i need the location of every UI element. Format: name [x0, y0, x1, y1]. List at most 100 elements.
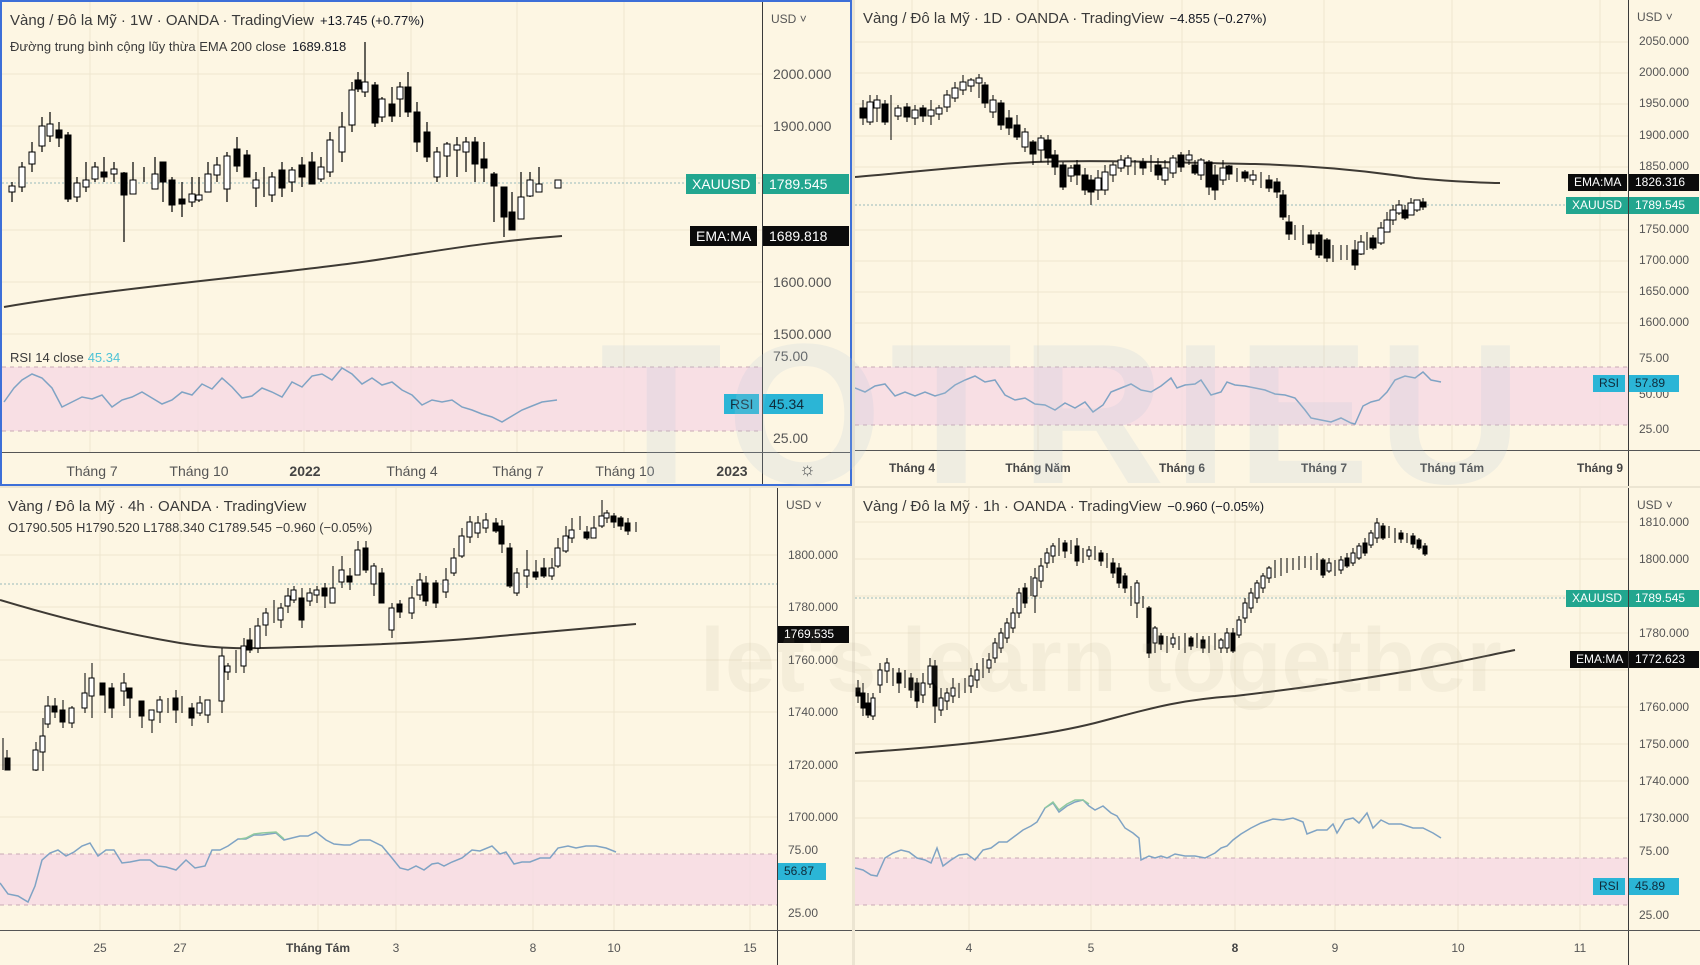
- time-label: 10: [607, 941, 621, 955]
- rsi-value-tag: 45.34: [763, 394, 823, 414]
- price-tick: 1650.000: [1639, 284, 1690, 298]
- chart-title: Vàng / Đô la Mỹ · 1D · OANDA · TradingVi…: [863, 10, 1267, 27]
- rsi-tag: RSI: [1593, 878, 1626, 895]
- rsi-legend-text: RSI 14 close: [10, 350, 84, 365]
- rsi-tick: 75.00: [788, 843, 819, 857]
- rsi-value-tag: 56.87: [778, 863, 826, 880]
- time-axis[interactable]: Tháng 7 Tháng 10 2022 Tháng 4 Tháng 7 Th…: [2, 452, 850, 484]
- axis-divider: [1628, 931, 1629, 965]
- ema-legend-text: Đường trung bình cộng lũy thừa EMA 200 c…: [10, 39, 286, 54]
- last-price-tag: 1789.545: [763, 174, 849, 194]
- time-label: Tháng Tám: [285, 941, 351, 955]
- price-axis[interactable]: USD ˅ 1800.000 1780.000 1760.000 1740.00…: [777, 488, 852, 965]
- time-label: Tháng 6: [1158, 461, 1206, 475]
- ema-price-tag: 1772.623: [1629, 651, 1699, 668]
- time-label: 2022: [289, 463, 321, 479]
- pane-divider-vertical[interactable]: [852, 0, 855, 965]
- currency-selector[interactable]: USD ˅: [1637, 10, 1673, 24]
- chart-pane-4h[interactable]: Vàng / Đô la Mỹ · 4h · OANDA · TradingVi…: [0, 488, 852, 965]
- time-label: 3: [392, 941, 400, 955]
- h4-plot[interactable]: [0, 488, 777, 930]
- title-text: Vàng / Đô la Mỹ · 1W · OANDA · TradingVi…: [10, 12, 314, 29]
- rsi-tick: 75.00: [1639, 844, 1670, 858]
- axis-divider: [762, 453, 763, 484]
- time-label: Tháng 4: [386, 463, 438, 479]
- ema-legend-value: 1689.818: [291, 39, 347, 54]
- chart-pane-1h[interactable]: Vàng / Đô la Mỹ · 1h · OANDA · TradingVi…: [855, 488, 1700, 965]
- price-tick: 2000.000: [773, 66, 832, 82]
- price-tick: 1850.000: [1639, 159, 1690, 173]
- price-tick: 1760.000: [788, 653, 839, 667]
- time-label: 9: [1331, 941, 1339, 955]
- price-tick: 1700.000: [788, 810, 839, 824]
- price-change: +13.745 (+0.77%): [320, 13, 425, 28]
- time-label: Tháng Năm: [1005, 461, 1071, 475]
- price-axis[interactable]: USD ˅ 2000.000 1900.000 1600.000 1500.00…: [762, 2, 850, 484]
- currency-selector[interactable]: USD ˅: [771, 12, 807, 26]
- rsi-legend[interactable]: RSI 14 close 45.34: [10, 350, 120, 365]
- time-label: Tháng 4: [888, 461, 936, 475]
- chart-title: Vàng / Đô la Mỹ · 1W · OANDA · TradingVi…: [10, 12, 424, 29]
- rsi-tick: 25.00: [788, 906, 819, 920]
- ema-legend[interactable]: Đường trung bình cộng lũy thừa EMA 200 c…: [10, 39, 346, 54]
- price-tick: 1900.000: [1639, 128, 1690, 142]
- chart-pane-weekly[interactable]: Vàng / Đô la Mỹ · 1W · OANDA · TradingVi…: [0, 0, 852, 486]
- time-label: 25: [93, 941, 107, 955]
- time-label: Tháng 9: [1576, 461, 1624, 475]
- time-label: Tháng 10: [595, 463, 655, 479]
- chart-title: Vàng / Đô la Mỹ · 4h · OANDA · TradingVi…: [8, 498, 306, 515]
- chevron-down-icon: ˅: [799, 12, 807, 26]
- price-tick: 1500.000: [773, 326, 832, 342]
- time-label: 5: [1087, 941, 1095, 955]
- price-tick: 1780.000: [788, 600, 839, 614]
- rsi-value-tag: 57.89: [1629, 375, 1679, 392]
- axis-divider: [1628, 451, 1629, 486]
- price-change: −0.960 (−0.05%): [1167, 499, 1265, 514]
- time-label: 11: [1573, 941, 1587, 955]
- h1-plot[interactable]: [855, 488, 1628, 930]
- price-axis[interactable]: USD ˅ 1810.000 1800.000 1780.000 1760.00…: [1628, 488, 1700, 965]
- time-axis[interactable]: 25 27 Tháng Tám 3 8 10 15: [0, 930, 852, 965]
- price-tick: 1810.000: [1639, 515, 1690, 529]
- currency-selector[interactable]: USD ˅: [1637, 498, 1673, 512]
- ema-tag: EMA:MA: [1568, 174, 1628, 191]
- gear-icon[interactable]: ☼: [799, 459, 816, 479]
- ohlc-legend: O1790.505 H1790.520 L1788.340 C1789.545 …: [8, 520, 372, 535]
- time-label: 8: [1231, 941, 1239, 955]
- ema-tag: EMA:MA: [1570, 651, 1630, 668]
- daily-plot[interactable]: [855, 0, 1628, 450]
- ema-price-tag: 1689.818: [763, 226, 849, 246]
- time-label: 4: [965, 941, 973, 955]
- rsi-tag: RSI: [724, 394, 760, 414]
- price-tick: 1600.000: [773, 274, 832, 290]
- price-tick: 1700.000: [1639, 253, 1690, 267]
- chart-pane-daily[interactable]: Vàng / Đô la Mỹ · 1D · OANDA · TradingVi…: [855, 0, 1700, 486]
- time-label: Tháng 7: [492, 463, 544, 479]
- currency-selector[interactable]: USD ˅: [786, 498, 822, 512]
- time-label: 2023: [716, 463, 748, 479]
- price-tick: 1800.000: [788, 548, 839, 562]
- symbol-tag: XAUUSD: [1566, 197, 1629, 214]
- currency-label: USD: [771, 12, 797, 26]
- price-tick: 1720.000: [788, 758, 839, 772]
- rsi-tick: 75.00: [773, 348, 809, 364]
- weekly-plot[interactable]: [2, 2, 762, 452]
- rsi-tick: 75.00: [1639, 351, 1670, 365]
- time-axis[interactable]: Tháng 4 Tháng Năm Tháng 6 Tháng 7 Tháng …: [855, 450, 1700, 486]
- currency-label: USD: [1637, 498, 1663, 512]
- price-tick: 1800.000: [1639, 552, 1690, 566]
- time-label: Tháng 7: [1300, 461, 1348, 475]
- time-axis[interactable]: 4 5 8 9 10 11: [855, 930, 1700, 965]
- time-label: 8: [529, 941, 537, 955]
- currency-label: USD: [786, 498, 812, 512]
- price-tick: 1740.000: [788, 705, 839, 719]
- price-tick: 1900.000: [773, 118, 832, 134]
- pane-divider-horizontal[interactable]: [0, 486, 1700, 488]
- last-price-tag: 1789.545: [1629, 197, 1699, 214]
- currency-label: USD: [1637, 10, 1663, 24]
- rsi-tick: 25.00: [1639, 908, 1670, 922]
- chevron-down-icon: ˅: [1665, 10, 1673, 24]
- last-price-tag: 1789.545: [1629, 590, 1699, 607]
- price-axis[interactable]: USD ˅ 2050.000 2000.000 1950.000 1900.00…: [1628, 0, 1700, 486]
- price-tick: 1740.000: [1639, 774, 1690, 788]
